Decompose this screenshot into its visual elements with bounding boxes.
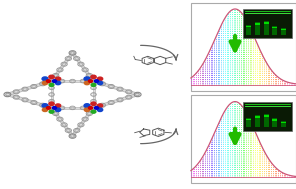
Circle shape	[94, 80, 99, 82]
Circle shape	[97, 81, 103, 85]
Bar	[264, 115, 268, 117]
Circle shape	[91, 102, 96, 105]
Bar	[191, 3, 296, 91]
Bar	[246, 25, 251, 35]
Circle shape	[49, 110, 54, 113]
Circle shape	[42, 108, 48, 112]
Circle shape	[97, 104, 103, 107]
Bar	[191, 95, 296, 183]
Circle shape	[97, 77, 103, 81]
Circle shape	[89, 107, 93, 109]
Bar	[246, 118, 251, 127]
Circle shape	[52, 107, 57, 109]
Bar	[264, 22, 268, 24]
Bar	[244, 102, 292, 131]
Circle shape	[55, 108, 61, 112]
Bar	[255, 116, 260, 118]
Circle shape	[84, 108, 90, 112]
Circle shape	[91, 75, 96, 79]
Bar	[281, 121, 286, 127]
Bar	[272, 26, 277, 35]
Circle shape	[49, 83, 54, 86]
Circle shape	[42, 104, 48, 108]
Bar	[281, 29, 286, 30]
Circle shape	[94, 107, 99, 109]
Circle shape	[84, 77, 90, 81]
Bar	[255, 23, 260, 25]
Bar	[264, 114, 268, 127]
Bar	[244, 9, 292, 38]
Circle shape	[91, 83, 96, 86]
Bar	[255, 115, 260, 127]
Circle shape	[55, 77, 61, 81]
Bar	[272, 119, 277, 121]
Circle shape	[49, 102, 54, 105]
Circle shape	[97, 108, 103, 112]
Circle shape	[46, 80, 51, 82]
Circle shape	[49, 75, 54, 79]
Bar	[281, 28, 286, 35]
Circle shape	[84, 81, 90, 85]
Bar	[264, 21, 268, 35]
Circle shape	[46, 107, 51, 109]
Circle shape	[91, 110, 96, 113]
Circle shape	[84, 104, 90, 108]
Bar	[246, 119, 251, 120]
Bar	[272, 27, 277, 28]
Circle shape	[42, 77, 48, 81]
Circle shape	[89, 80, 93, 82]
Bar	[246, 26, 251, 27]
Bar	[255, 22, 260, 35]
Bar	[272, 119, 277, 127]
Circle shape	[42, 81, 48, 85]
Circle shape	[55, 104, 61, 107]
Circle shape	[55, 81, 61, 85]
Circle shape	[52, 80, 57, 82]
